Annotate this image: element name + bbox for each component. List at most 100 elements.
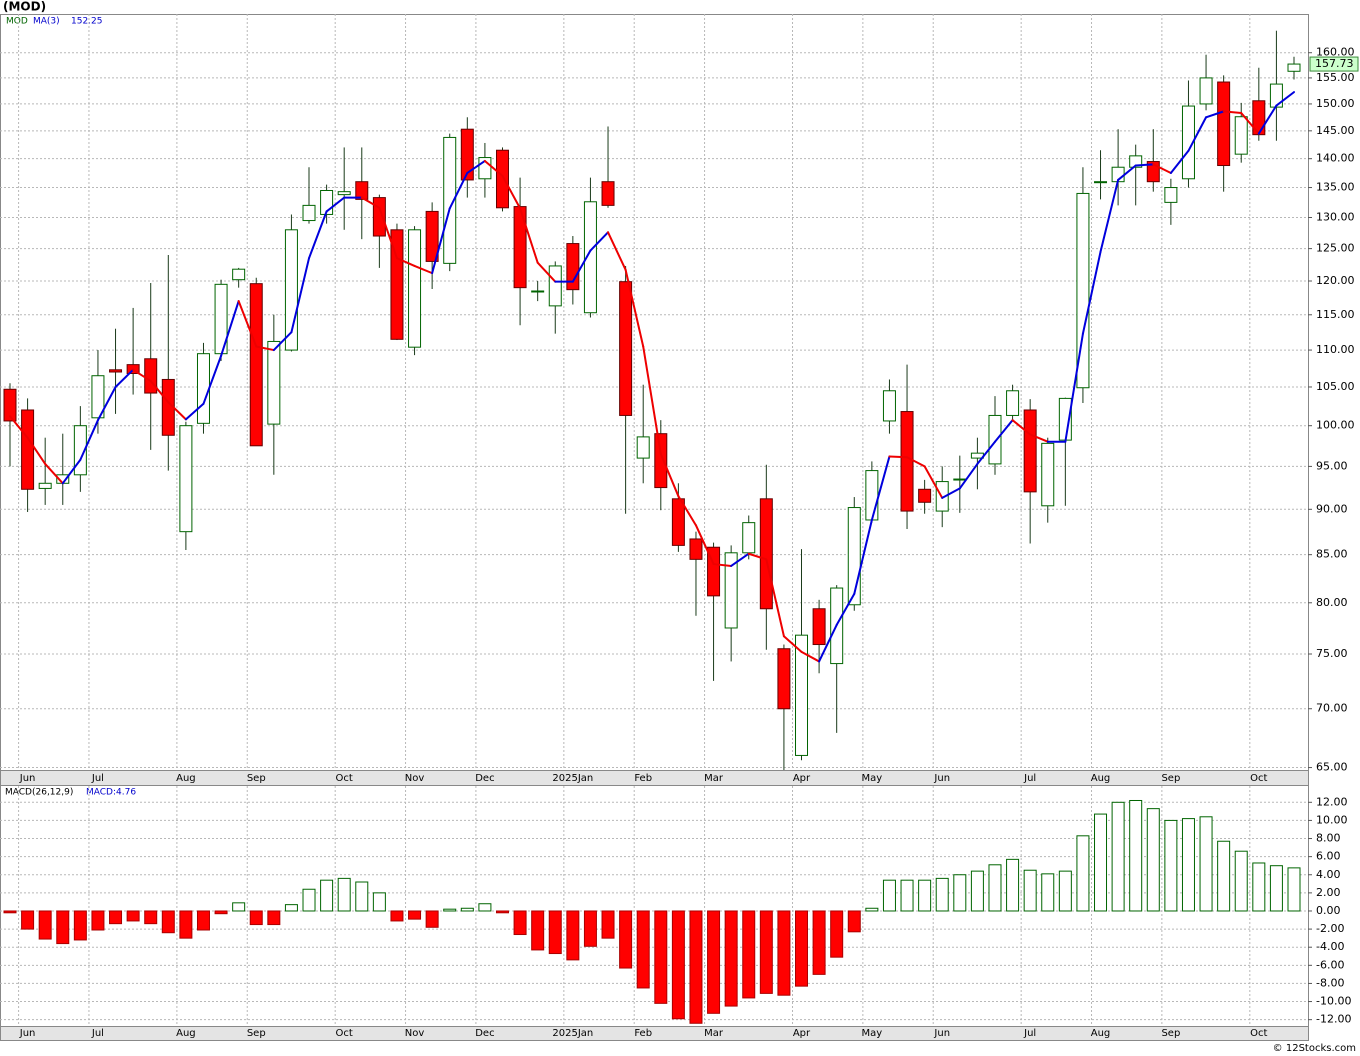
macd-bar	[460, 907, 474, 912]
candle-body	[38, 482, 52, 489]
ma-line	[1187, 116, 1208, 152]
y-tick-label: 145.00	[1316, 124, 1355, 137]
x-tick-label: Nov	[405, 1028, 425, 1039]
ma-line	[308, 210, 328, 260]
y-tick-label: 130.00	[1316, 210, 1355, 223]
x-tick-label: May	[862, 1028, 883, 1039]
macd-bar	[513, 910, 527, 936]
macd-bar	[812, 910, 826, 975]
y-tick-label: 70.00	[1316, 702, 1348, 715]
candle-body	[900, 411, 914, 512]
candle-body	[566, 243, 580, 291]
x-tick-label: Mar	[704, 1028, 724, 1039]
candle-body	[724, 552, 738, 629]
ma-line	[958, 462, 979, 490]
candle-body	[1094, 181, 1108, 184]
macd-bar	[249, 910, 263, 926]
macd-bar	[1287, 867, 1301, 912]
ma-line	[712, 563, 733, 567]
candle-body	[337, 191, 351, 196]
x-tick-label: Aug	[176, 1028, 196, 1039]
macd-bar	[970, 870, 984, 912]
y-tick-label: 160.00	[1316, 46, 1355, 59]
y-tick-label: 65.00	[1316, 761, 1348, 774]
macd-bar	[495, 910, 509, 914]
macd-bar	[56, 910, 70, 945]
macd-bar	[601, 910, 615, 939]
candle-body	[372, 197, 386, 237]
candle-body	[3, 388, 17, 422]
ma-line	[536, 261, 557, 283]
candle-body	[583, 201, 597, 314]
y-tick-label: 4.00	[1316, 868, 1341, 881]
candle-body	[249, 283, 263, 447]
macd-bar	[1146, 808, 1160, 912]
macd-bar	[320, 879, 334, 912]
x-tick-label: Apr	[793, 773, 811, 784]
y-tick-label: 135.00	[1316, 181, 1355, 194]
ma-line	[694, 524, 715, 566]
candle-body	[1269, 83, 1283, 108]
ma-line	[730, 552, 750, 567]
ma-line	[571, 249, 592, 283]
macd-bar	[1164, 819, 1178, 912]
ma-line	[501, 174, 522, 210]
x-tick-label: Dec	[475, 773, 494, 784]
y-tick-label: 10.00	[1316, 813, 1348, 826]
macd-bar	[1129, 799, 1143, 912]
y-tick-label: -12.00	[1316, 1013, 1351, 1026]
legend-symbol: MOD	[6, 17, 28, 27]
ma-line	[61, 458, 82, 485]
macd-bar	[689, 910, 703, 1024]
ma-line	[853, 518, 873, 595]
macd-bar	[566, 910, 580, 961]
x-tick-label: Oct	[336, 773, 353, 784]
x-tick-label: Dec	[475, 1028, 494, 1039]
macd-bar	[38, 910, 52, 940]
ma-line	[906, 456, 926, 468]
x-tick-label: Oct	[336, 1028, 353, 1039]
x-tick-label: Jun	[19, 1028, 36, 1039]
ma-line	[466, 159, 486, 174]
y-tick-label: 105.00	[1316, 380, 1355, 393]
candle-body	[91, 375, 105, 419]
macd-bar	[935, 877, 949, 912]
macd-bar	[583, 910, 597, 947]
macd-bar	[1111, 801, 1125, 912]
macd-bar	[408, 910, 422, 920]
candle-body	[179, 425, 193, 533]
macd-bar	[1234, 850, 1248, 912]
candle-body	[742, 522, 756, 554]
ma-line	[1169, 149, 1190, 174]
candle-body	[267, 340, 281, 425]
ma-line	[79, 419, 99, 461]
y-tick-label: 85.00	[1316, 548, 1348, 561]
macd-bar	[882, 879, 896, 912]
x-tick-label: Feb	[634, 773, 652, 784]
macd-bar	[443, 908, 457, 912]
candle-body	[1252, 100, 1266, 136]
candle-body	[1181, 105, 1195, 180]
candle-body	[918, 488, 932, 503]
ma-line	[395, 257, 416, 267]
candle-body	[1041, 442, 1055, 507]
macd-bar	[126, 910, 140, 922]
macd-bar	[109, 910, 123, 925]
ma-line	[1099, 178, 1120, 253]
macd-bar	[337, 877, 351, 912]
macd-title: MACD(26,12,9)	[5, 788, 73, 798]
y-tick-label: 120.00	[1316, 274, 1355, 287]
x-tick-label: Jul	[91, 773, 104, 784]
macd-bar	[988, 864, 1002, 912]
x-tick-label: Aug	[1091, 1028, 1111, 1039]
ma-line	[1257, 104, 1278, 135]
candle-body	[531, 290, 545, 293]
candle-body	[619, 281, 633, 416]
ma-line	[607, 231, 627, 271]
x-tick-label: Oct	[1250, 773, 1267, 784]
candle-body	[21, 409, 35, 490]
ma-line	[800, 650, 821, 663]
candle-body	[865, 470, 879, 521]
x-tick-label: Apr	[793, 1028, 811, 1039]
x-tick-label: Jun	[19, 773, 36, 784]
